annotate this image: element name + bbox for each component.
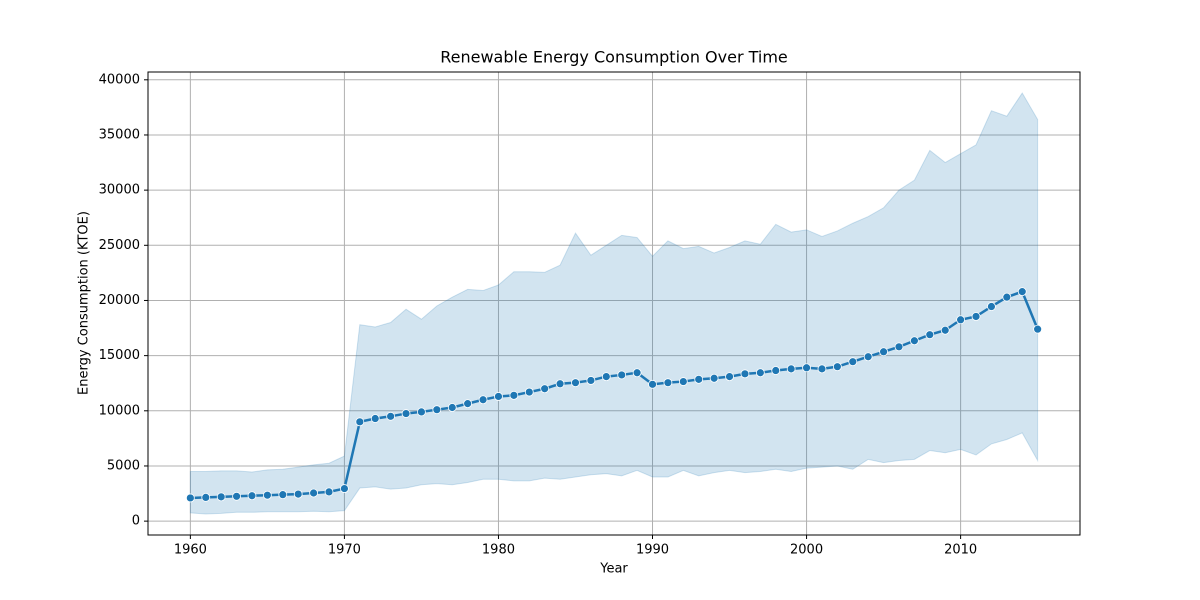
marker [309, 488, 319, 498]
marker [571, 378, 580, 388]
marker [771, 366, 781, 375]
x-tick-label: 1960 [174, 543, 207, 558]
marker [879, 347, 888, 357]
marker [201, 493, 211, 502]
marker [185, 493, 195, 503]
y-tick-label: 10000 [99, 403, 140, 418]
marker [740, 369, 750, 379]
plot-frame [147, 71, 1081, 536]
marker [278, 490, 288, 500]
marker [725, 372, 734, 381]
marker [447, 403, 457, 412]
y-tick-label: 15000 [99, 348, 140, 363]
marker [355, 417, 365, 427]
x-axis-label: Year [599, 562, 628, 577]
marker [1033, 324, 1043, 334]
marker [401, 409, 411, 418]
y-tick-label: 25000 [99, 238, 140, 253]
marker [340, 484, 349, 493]
x-tick-label: 1990 [636, 543, 669, 558]
marker [232, 491, 241, 501]
x-tick-label: 1970 [328, 543, 361, 558]
marker [832, 362, 842, 372]
marker [247, 491, 257, 501]
marker [478, 395, 488, 405]
marker [817, 364, 827, 374]
marker [540, 384, 550, 394]
marker [370, 414, 380, 423]
marker [848, 357, 858, 367]
marker [417, 407, 426, 417]
marker [386, 411, 396, 421]
marker [509, 390, 519, 400]
marker [494, 392, 503, 401]
y-tick-label: 30000 [99, 183, 140, 198]
marker [648, 379, 657, 389]
marker [678, 377, 688, 386]
y-axis-label: Energy Consumption (KTOE) [77, 211, 92, 395]
marker [971, 312, 981, 321]
marker [463, 399, 473, 409]
y-tick-label: 40000 [99, 72, 140, 87]
y-tick-label: 5000 [107, 458, 140, 473]
x-tick-label: 1980 [482, 543, 515, 558]
y-tick-label: 20000 [99, 293, 140, 308]
marker [1017, 287, 1027, 297]
marker [694, 374, 704, 384]
marker [432, 405, 442, 415]
marker [925, 330, 935, 340]
marker [709, 373, 719, 383]
marker [894, 342, 904, 352]
marker [216, 492, 226, 502]
marker [940, 325, 950, 335]
marker [555, 379, 565, 389]
marker [863, 352, 873, 362]
marker [802, 363, 811, 373]
marker [324, 487, 334, 497]
marker [632, 368, 642, 378]
chart-title: Renewable Energy Consumption Over Time [440, 48, 788, 67]
marker [617, 370, 627, 380]
marker [586, 376, 596, 385]
y-tick-label: 0 [132, 514, 140, 529]
x-tick-label: 2000 [790, 543, 823, 558]
marker [262, 490, 272, 500]
marker [601, 372, 611, 381]
marker [524, 387, 534, 397]
marker [987, 302, 996, 311]
x-tick-label: 2010 [944, 543, 977, 558]
marker [663, 378, 673, 388]
marker [755, 368, 765, 378]
marker [786, 364, 796, 374]
marker [1002, 292, 1012, 302]
marker [909, 336, 919, 346]
confidence-band [189, 92, 1039, 515]
y-tick-label: 35000 [99, 127, 140, 142]
marker [956, 315, 966, 325]
marker [293, 489, 303, 499]
